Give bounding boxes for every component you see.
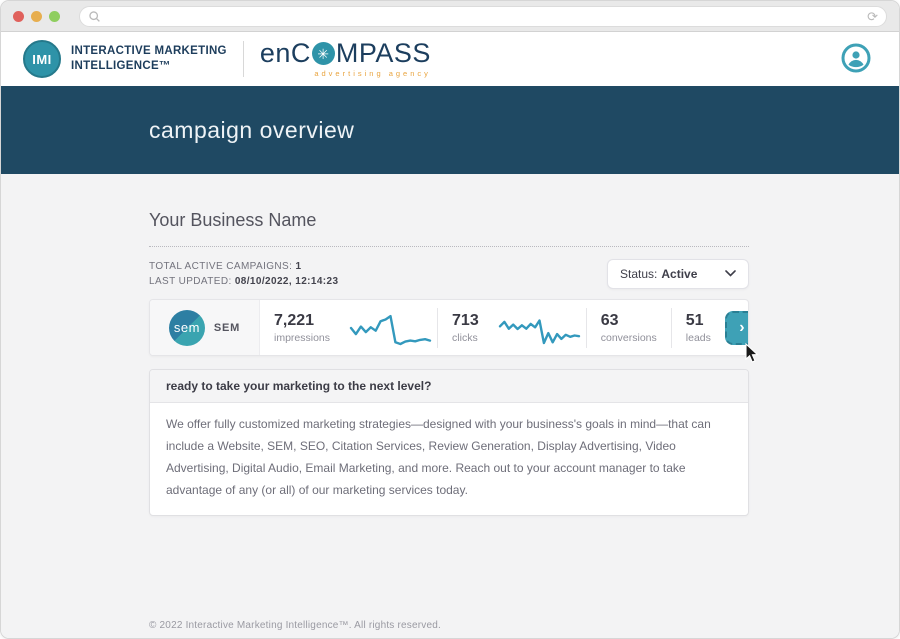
stat-divider	[585, 307, 587, 348]
stat-impressions: 7,221 impressions	[260, 312, 344, 344]
browser-chrome: ⟳	[1, 1, 899, 32]
imi-company-name: INTERACTIVE MARKETING INTELLIGENCE™	[71, 44, 227, 74]
compass-star-icon: ✳	[311, 42, 335, 65]
clicks-label: clicks	[452, 331, 478, 344]
status-filter-label: Status:	[620, 267, 658, 281]
last-updated-line: LAST UPDATED: 08/10/2022, 12:14:23	[149, 274, 338, 289]
conversions-label: conversions	[600, 331, 657, 344]
conversions-value: 63	[600, 311, 619, 329]
encompass-suffix: MPASS	[335, 38, 431, 68]
clicks-sparkline	[498, 318, 580, 344]
promo-title: ready to take your marketing to the next…	[150, 370, 748, 403]
promo-body-text: We offer fully customized marketing stra…	[166, 417, 711, 497]
business-name-heading: Your Business Name	[149, 210, 749, 247]
stat-conversions: 63 conversions	[587, 312, 671, 344]
sparkline-path	[498, 318, 580, 344]
window-minimize-button[interactable]	[31, 10, 42, 22]
last-updated-value: 08/10/2022, 12:14:23	[234, 276, 339, 287]
encompass-tagline: advertising agency	[314, 69, 431, 78]
search-icon	[88, 10, 101, 23]
stat-divider	[437, 307, 439, 348]
impressions-label: impressions	[274, 331, 331, 344]
user-account-icon[interactable]	[841, 43, 871, 78]
stat-divider	[670, 307, 672, 348]
stat-clicks: 713 clicks	[438, 312, 493, 344]
sem-channel-icon: sem	[168, 309, 205, 346]
imi-name-line2: INTELLIGENCE™	[71, 60, 171, 72]
channel-cell: sem SEM	[150, 300, 260, 355]
encompass-logo: en C ✳ MPASS advertising agency	[260, 40, 431, 79]
campaign-meta: TOTAL ACTIVE CAMPAIGNS: 1 LAST UPDATED: …	[149, 259, 338, 289]
impressions-value: 7,221	[274, 311, 315, 329]
leads-value: 51	[685, 311, 704, 329]
browser-address-bar[interactable]: ⟳	[79, 5, 887, 27]
page-banner: campaign overview	[1, 86, 899, 174]
window-maximize-button[interactable]	[49, 10, 60, 22]
total-campaigns-label: TOTAL ACTIVE CAMPAIGNS:	[149, 261, 293, 272]
last-updated-label: LAST UPDATED:	[149, 276, 232, 287]
leads-label: leads	[685, 331, 711, 344]
refresh-icon[interactable]: ⟳	[867, 8, 878, 24]
encompass-c: C	[290, 38, 311, 68]
campaign-detail-button[interactable]: ›	[724, 310, 748, 345]
clicks-value: 713	[452, 311, 479, 329]
campaign-summary-row[interactable]: sem SEM 7,221 impressions 713 clicks	[149, 299, 749, 356]
encompass-wordmark: en C ✳ MPASS	[260, 40, 431, 67]
imi-logo: IMI	[23, 40, 61, 78]
site-header: IMI INTERACTIVE MARKETING INTELLIGENCE™ …	[1, 32, 899, 86]
encompass-prefix: en	[259, 38, 291, 68]
total-campaigns-value: 1	[295, 261, 302, 272]
logo-divider	[242, 41, 244, 77]
status-filter-value: Active	[661, 267, 698, 281]
content-area: Your Business Name TOTAL ACTIVE CAMPAIGN…	[1, 174, 899, 638]
imi-name-line1: INTERACTIVE MARKETING	[71, 45, 227, 58]
chevron-down-icon	[725, 269, 736, 280]
page-title: campaign overview	[149, 116, 355, 143]
impressions-sparkline	[349, 314, 432, 345]
total-campaigns-line: TOTAL ACTIVE CAMPAIGNS: 1	[149, 259, 338, 274]
promo-box: ready to take your marketing to the next…	[149, 369, 749, 516]
stat-leads: 51 leads	[672, 312, 725, 344]
channel-label: SEM	[213, 321, 241, 334]
sparkline-path	[349, 314, 432, 345]
window-close-button[interactable]	[13, 10, 24, 22]
copyright-text: © 2022 Interactive Marketing Intelligenc…	[149, 620, 441, 631]
status-filter-dropdown[interactable]: Status: Active	[607, 259, 749, 289]
